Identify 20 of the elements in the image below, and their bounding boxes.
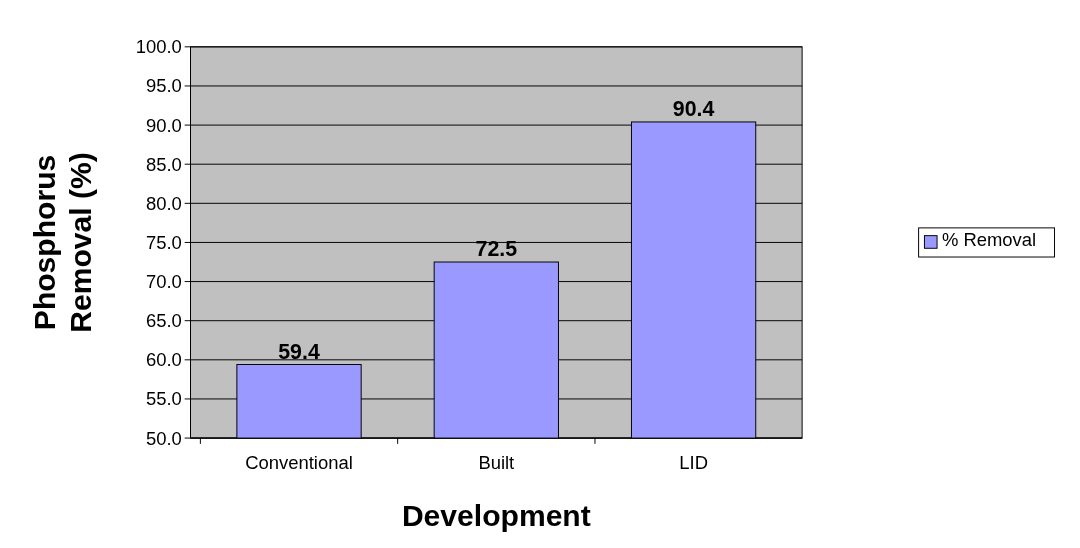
data-label: 59.4 bbox=[278, 339, 320, 364]
x-tick-label: Conventional bbox=[245, 452, 353, 474]
y-tick-label: 70.0 bbox=[145, 271, 182, 293]
y-axis-title: Phosphorus Removal (%) bbox=[27, 152, 98, 333]
data-label: 90.4 bbox=[672, 97, 715, 122]
y-tick-label: 55.0 bbox=[145, 388, 182, 410]
data-label: 72.5 bbox=[475, 237, 518, 262]
y-tick-label: 60.0 bbox=[145, 349, 182, 371]
x-tick-label: Built bbox=[478, 452, 515, 474]
y-tick-label: 90.0 bbox=[145, 114, 182, 136]
y-tick-label: 100.0 bbox=[135, 36, 182, 58]
y-tick-label: 95.0 bbox=[145, 75, 182, 97]
y-tick-label: 65.0 bbox=[145, 310, 182, 332]
y-tick-label: 85.0 bbox=[145, 153, 182, 175]
y-tick-label: 50.0 bbox=[145, 427, 182, 449]
x-axis-title: Development bbox=[401, 499, 591, 533]
x-tick-label: LID bbox=[679, 452, 708, 474]
y-tick-label: 75.0 bbox=[145, 231, 182, 253]
y-tick-label: 80.0 bbox=[145, 192, 182, 214]
legend-label: % Removal bbox=[941, 229, 1037, 251]
